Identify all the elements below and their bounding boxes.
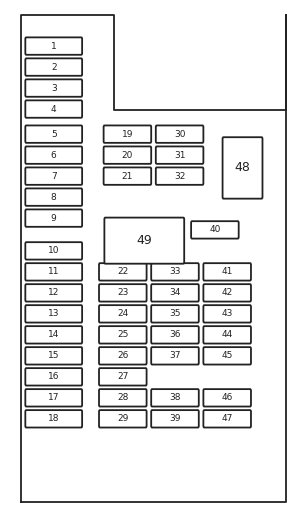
FancyBboxPatch shape — [103, 167, 151, 185]
FancyBboxPatch shape — [151, 284, 199, 302]
Text: 37: 37 — [169, 351, 181, 360]
FancyBboxPatch shape — [99, 368, 147, 386]
FancyBboxPatch shape — [25, 146, 82, 164]
Text: 9: 9 — [51, 214, 56, 223]
FancyBboxPatch shape — [25, 326, 82, 344]
FancyBboxPatch shape — [151, 347, 199, 365]
Text: 14: 14 — [48, 330, 60, 339]
Text: 15: 15 — [48, 351, 60, 360]
Text: 4: 4 — [51, 104, 56, 114]
FancyBboxPatch shape — [203, 347, 251, 365]
Text: 2: 2 — [51, 62, 56, 72]
FancyBboxPatch shape — [203, 305, 251, 323]
FancyBboxPatch shape — [25, 209, 82, 227]
FancyBboxPatch shape — [103, 125, 151, 143]
Text: 17: 17 — [48, 393, 60, 402]
FancyBboxPatch shape — [25, 100, 82, 118]
FancyBboxPatch shape — [25, 242, 82, 260]
FancyBboxPatch shape — [191, 221, 239, 239]
FancyBboxPatch shape — [156, 146, 203, 164]
FancyBboxPatch shape — [151, 305, 199, 323]
Text: 6: 6 — [51, 151, 56, 160]
Text: 3: 3 — [51, 83, 56, 93]
Text: 19: 19 — [122, 130, 133, 139]
FancyBboxPatch shape — [25, 305, 82, 323]
Text: 22: 22 — [117, 267, 128, 276]
Text: 18: 18 — [48, 414, 60, 423]
Text: 41: 41 — [221, 267, 233, 276]
Text: 47: 47 — [221, 414, 233, 423]
FancyBboxPatch shape — [99, 326, 147, 344]
Text: 13: 13 — [48, 309, 60, 318]
FancyBboxPatch shape — [203, 410, 251, 428]
FancyBboxPatch shape — [156, 167, 203, 185]
Text: 21: 21 — [122, 172, 133, 181]
FancyBboxPatch shape — [99, 389, 147, 407]
FancyBboxPatch shape — [103, 146, 151, 164]
Text: 8: 8 — [51, 193, 56, 202]
FancyBboxPatch shape — [25, 188, 82, 206]
Text: 16: 16 — [48, 372, 60, 381]
Text: 29: 29 — [117, 414, 129, 423]
FancyBboxPatch shape — [99, 410, 147, 428]
Text: 24: 24 — [117, 309, 128, 318]
Text: 49: 49 — [136, 234, 152, 247]
Text: 44: 44 — [222, 330, 233, 339]
FancyBboxPatch shape — [25, 37, 82, 55]
FancyBboxPatch shape — [25, 284, 82, 302]
Text: 43: 43 — [221, 309, 233, 318]
Text: 25: 25 — [117, 330, 129, 339]
Text: 42: 42 — [222, 288, 233, 297]
FancyBboxPatch shape — [25, 410, 82, 428]
FancyBboxPatch shape — [99, 284, 147, 302]
FancyBboxPatch shape — [203, 263, 251, 281]
Text: 32: 32 — [174, 172, 185, 181]
Text: 23: 23 — [117, 288, 129, 297]
Text: 5: 5 — [51, 130, 56, 139]
Text: 20: 20 — [122, 151, 133, 160]
FancyBboxPatch shape — [25, 79, 82, 97]
FancyBboxPatch shape — [25, 368, 82, 386]
Text: 1: 1 — [51, 41, 56, 51]
Text: 39: 39 — [169, 414, 181, 423]
FancyBboxPatch shape — [104, 218, 184, 264]
FancyBboxPatch shape — [25, 58, 82, 76]
Text: 45: 45 — [221, 351, 233, 360]
FancyBboxPatch shape — [25, 263, 82, 281]
FancyBboxPatch shape — [223, 137, 262, 199]
FancyBboxPatch shape — [25, 347, 82, 365]
FancyBboxPatch shape — [99, 347, 147, 365]
FancyBboxPatch shape — [203, 389, 251, 407]
FancyBboxPatch shape — [151, 263, 199, 281]
Text: 34: 34 — [169, 288, 181, 297]
FancyBboxPatch shape — [203, 326, 251, 344]
Text: 31: 31 — [174, 151, 185, 160]
Text: 7: 7 — [51, 172, 56, 181]
FancyBboxPatch shape — [25, 125, 82, 143]
FancyBboxPatch shape — [99, 305, 147, 323]
Text: 48: 48 — [235, 161, 251, 175]
FancyBboxPatch shape — [151, 326, 199, 344]
Text: 26: 26 — [117, 351, 129, 360]
Text: 38: 38 — [169, 393, 181, 402]
Text: 12: 12 — [48, 288, 60, 297]
Text: 11: 11 — [48, 267, 60, 276]
FancyBboxPatch shape — [151, 410, 199, 428]
Text: 36: 36 — [169, 330, 181, 339]
Text: 27: 27 — [117, 372, 129, 381]
FancyBboxPatch shape — [25, 389, 82, 407]
FancyBboxPatch shape — [156, 125, 203, 143]
FancyBboxPatch shape — [203, 284, 251, 302]
Text: 46: 46 — [221, 393, 233, 402]
Text: 28: 28 — [117, 393, 129, 402]
Text: 40: 40 — [209, 225, 221, 234]
Text: 35: 35 — [169, 309, 181, 318]
FancyBboxPatch shape — [99, 263, 147, 281]
FancyBboxPatch shape — [25, 167, 82, 185]
Text: 33: 33 — [169, 267, 181, 276]
FancyBboxPatch shape — [151, 389, 199, 407]
Text: 30: 30 — [174, 130, 185, 139]
Text: 10: 10 — [48, 246, 60, 255]
